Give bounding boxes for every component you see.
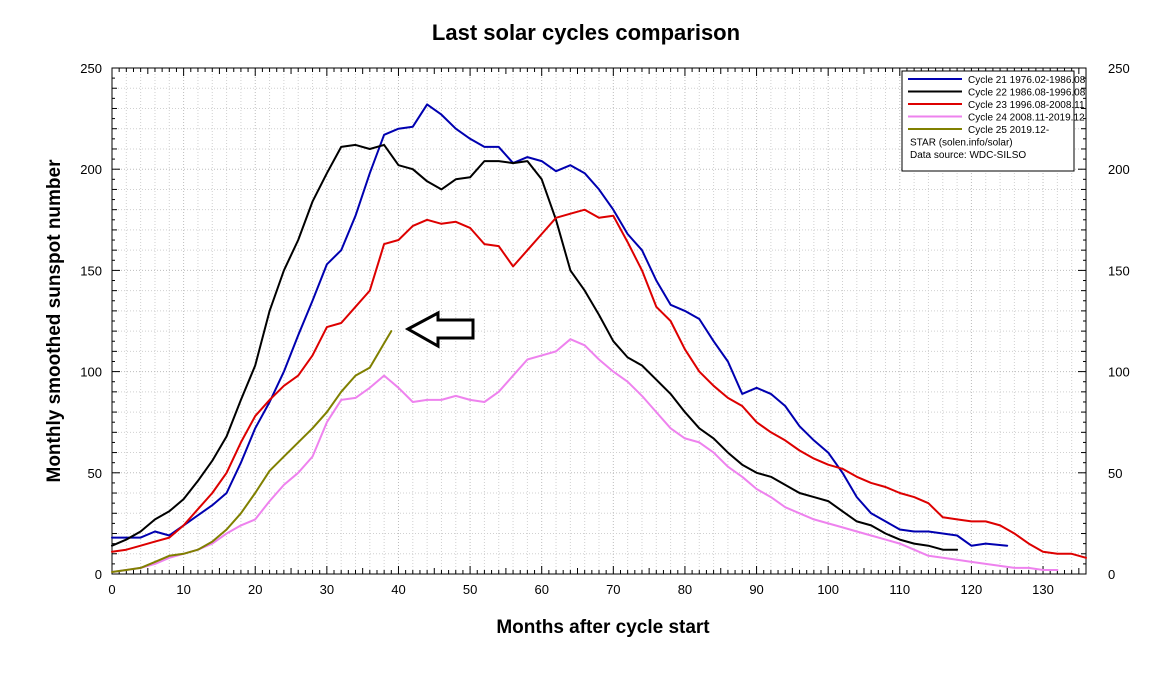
x-tick-label: 70 bbox=[606, 582, 620, 597]
x-tick-label: 90 bbox=[749, 582, 763, 597]
y-tick-label-right: 200 bbox=[1108, 162, 1130, 177]
x-tick-label: 60 bbox=[534, 582, 548, 597]
y-tick-label: 200 bbox=[80, 162, 102, 177]
grid bbox=[111, 67, 1087, 575]
y-tick-label-right: 250 bbox=[1108, 61, 1130, 76]
x-tick-label: 40 bbox=[391, 582, 405, 597]
legend-label: Cycle 22 1986.08-1996.08 bbox=[968, 88, 1086, 99]
legend-label: Cycle 23 1996.08-2008.11 bbox=[968, 100, 1085, 111]
chart-title: Last solar cycles comparison bbox=[432, 20, 740, 45]
x-tick-label: 120 bbox=[961, 582, 983, 597]
legend-note: Data source: WDC-SILSO bbox=[910, 150, 1026, 161]
y-axis-label: Monthly smoothed sunspot number bbox=[44, 159, 65, 483]
series-line-5 bbox=[111, 330, 393, 573]
legend-label: Cycle 24 2008.11-2019.12 bbox=[968, 113, 1085, 124]
series-line-2 bbox=[111, 143, 959, 551]
arrow-annotation bbox=[404, 310, 475, 349]
y-tick-label: 50 bbox=[88, 466, 102, 481]
x-tick-label: 50 bbox=[463, 582, 477, 597]
x-tick-label: 30 bbox=[320, 582, 334, 597]
y-tick-label-right: 150 bbox=[1108, 263, 1130, 278]
y-tick-label-right: 100 bbox=[1108, 365, 1130, 380]
x-tick-label: 100 bbox=[817, 582, 839, 597]
y-tick-label: 0 bbox=[95, 567, 102, 582]
series-group bbox=[111, 103, 1087, 573]
x-axis-label: Months after cycle start bbox=[496, 617, 710, 638]
legend-box bbox=[901, 70, 1075, 172]
series-line-3 bbox=[111, 208, 1087, 559]
x-tick-label: 130 bbox=[1032, 582, 1054, 597]
legend: Cycle 21 1976.02-1986.08 Cycle 22 1986.08… bbox=[901, 70, 1086, 172]
series-line-1 bbox=[111, 103, 1009, 547]
legend-label: Cycle 21 1976.02-1986.08 bbox=[968, 75, 1086, 86]
legend-note: STAR (solen.info/solar) bbox=[910, 138, 1013, 149]
y-tick-label: 250 bbox=[80, 61, 102, 76]
y-tick-label-right: 50 bbox=[1108, 466, 1122, 481]
x-tick-label: 110 bbox=[889, 582, 910, 597]
x-tick-label: 80 bbox=[678, 582, 692, 597]
legend-label: Cycle 25 2019.12- bbox=[968, 125, 1049, 136]
x-tick-label: 0 bbox=[108, 582, 115, 597]
x-tick-label: 20 bbox=[248, 582, 262, 597]
y-tick-label: 150 bbox=[80, 263, 102, 278]
y-tick-label: 100 bbox=[80, 365, 102, 380]
y-tick-label-right: 0 bbox=[1108, 567, 1115, 582]
x-tick-label: 10 bbox=[176, 582, 190, 597]
series-line-4 bbox=[111, 338, 1059, 573]
